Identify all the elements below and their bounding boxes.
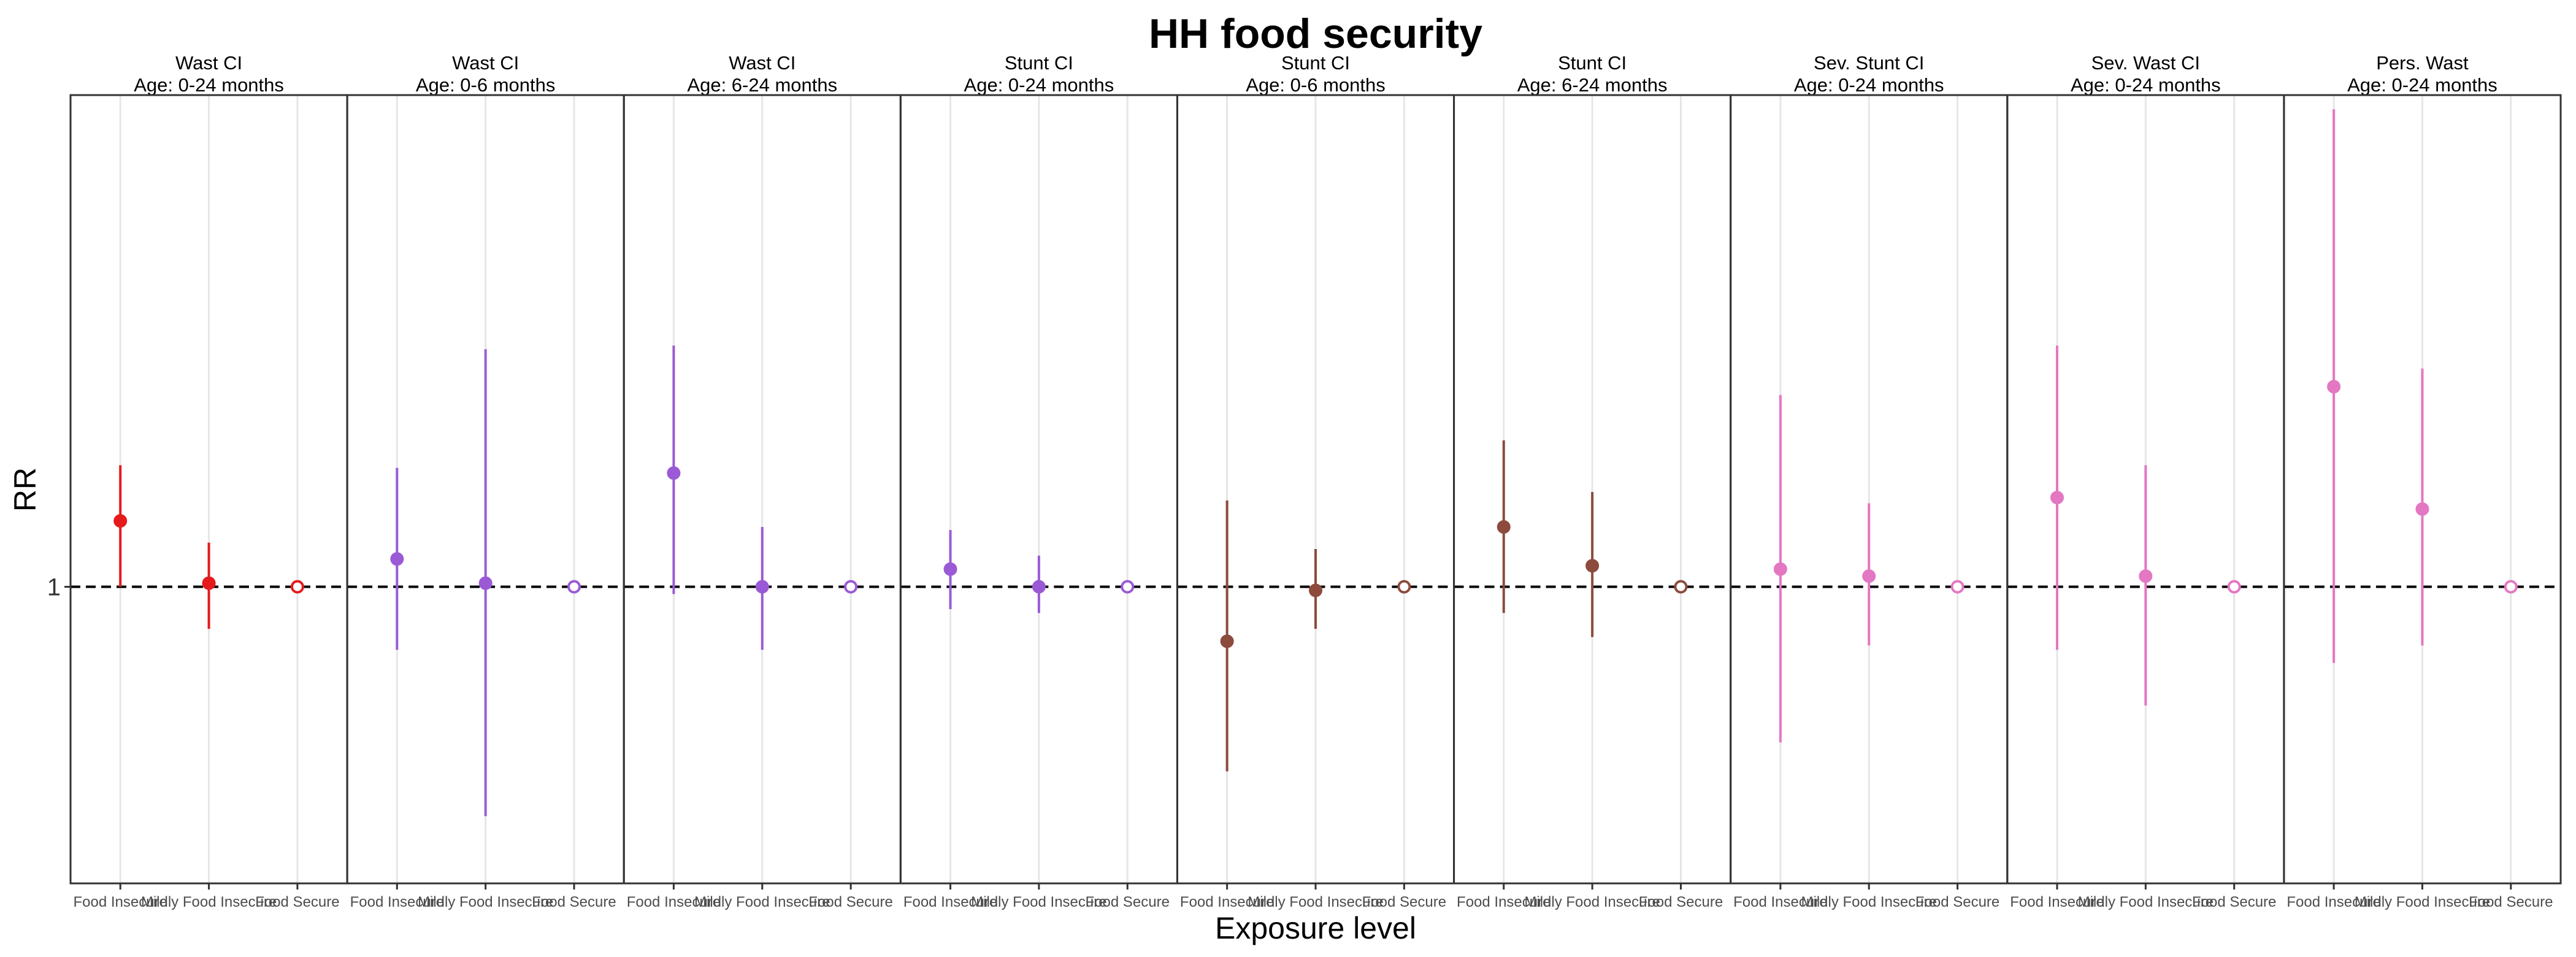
x-axis-label: Exposure level — [1215, 911, 1416, 945]
estimate-point — [1032, 580, 1046, 594]
panel-outcome-label: Stunt CI — [1281, 52, 1350, 74]
panel-age-label: Age: 6-24 months — [1517, 74, 1668, 96]
estimate-point — [2415, 502, 2429, 516]
panel-outcome-label: Stunt CI — [1558, 52, 1627, 74]
estimate-point — [1497, 520, 1511, 534]
reference-point — [1397, 580, 1411, 594]
x-tick-label: Mildly Food Insecure — [1248, 894, 1383, 910]
panel-age-label: Age: 0-6 months — [1246, 74, 1385, 96]
reference-point — [2504, 580, 2518, 594]
reference-point — [1950, 580, 1965, 594]
x-tick-label: Food Secure — [532, 894, 616, 910]
estimate-point — [2050, 491, 2064, 505]
panel-age-label: Age: 0-24 months — [1794, 74, 1944, 96]
panel-age-label: Age: 0-24 months — [2347, 74, 2497, 96]
estimate-point — [1862, 569, 1876, 583]
x-tick-label: Food Insecure — [2287, 894, 2380, 910]
panel-outcome-label: Stunt CI — [1005, 52, 1073, 74]
x-tick-label: Food Secure — [808, 894, 892, 910]
panel-age-label: Age: 0-24 months — [964, 74, 1114, 96]
x-tick-label: Food Secure — [1915, 894, 1999, 910]
panel-age-label: Age: 0-24 months — [2071, 74, 2221, 96]
estimate-point — [2327, 380, 2341, 394]
x-tick-label: Food Secure — [1362, 894, 1446, 910]
estimate-point — [755, 580, 769, 594]
x-tick-label: Food Insecure — [1180, 894, 1274, 910]
reference-point — [567, 580, 581, 594]
x-tick-label: Mildly Food Insecure — [141, 894, 277, 910]
x-tick-label: Mildly Food Insecure — [1801, 894, 1937, 910]
estimate-point — [478, 576, 493, 590]
x-tick-label: Mildly Food Insecure — [694, 894, 830, 910]
panel-outcome-label: Wast CI — [175, 52, 242, 74]
x-tick-label: Food Insecure — [627, 894, 721, 910]
reference-point — [290, 580, 304, 594]
estimate-point — [1773, 562, 1787, 576]
panel-outcome-label: Sev. Stunt CI — [1814, 52, 1924, 74]
panel-outcome-label: Pers. Wast — [2376, 52, 2469, 74]
x-tick-label: Food Secure — [255, 894, 339, 910]
estimate-point — [202, 576, 216, 590]
panel-outcome-label: Wast CI — [729, 52, 795, 74]
panel-outcome-label: Wast CI — [452, 52, 519, 74]
panel-age-label: Age: 0-24 months — [134, 74, 284, 96]
x-tick-label: Food Secure — [1639, 894, 1723, 910]
estimate-point — [667, 466, 681, 480]
estimate-point — [2139, 569, 2153, 583]
panel-outcome-label: Sev. Wast CI — [2091, 52, 2200, 74]
x-tick-label: Food Secure — [1086, 894, 1170, 910]
y-axis-label: RR — [8, 467, 42, 512]
reference-point — [844, 580, 858, 594]
x-tick-label: Food Insecure — [903, 894, 997, 910]
x-tick-label: Food Insecure — [1733, 894, 1827, 910]
y-tick-label: 1 — [47, 574, 61, 601]
estimate-point — [1220, 634, 1234, 648]
x-tick-label: Mildly Food Insecure — [418, 894, 553, 910]
reference-point — [2227, 580, 2241, 594]
x-tick-label: Food Insecure — [2010, 894, 2104, 910]
x-tick-label: Mildly Food Insecure — [2078, 894, 2214, 910]
panel-age-label: Age: 6-24 months — [687, 74, 837, 96]
x-tick-label: Mildly Food Insecure — [2355, 894, 2490, 910]
x-tick-label: Mildly Food Insecure — [971, 894, 1106, 910]
estimate-point — [1309, 583, 1322, 598]
panel-age-label: Age: 0-6 months — [416, 74, 555, 96]
reference-point — [1674, 580, 1688, 594]
x-tick-label: Food Insecure — [73, 894, 167, 910]
x-tick-label: Food Insecure — [1457, 894, 1551, 910]
x-tick-label: Food Secure — [2192, 894, 2276, 910]
estimate-point — [1585, 559, 1600, 573]
x-tick-label: Mildly Food Insecure — [1524, 894, 1660, 910]
reference-point — [1121, 580, 1135, 594]
estimate-point — [390, 552, 404, 566]
estimate-point — [943, 562, 957, 576]
x-tick-label: Food Secure — [2469, 894, 2553, 910]
estimate-point — [113, 514, 128, 528]
chart-title: HH food security — [1149, 10, 1482, 57]
x-tick-label: Food Insecure — [350, 894, 444, 910]
